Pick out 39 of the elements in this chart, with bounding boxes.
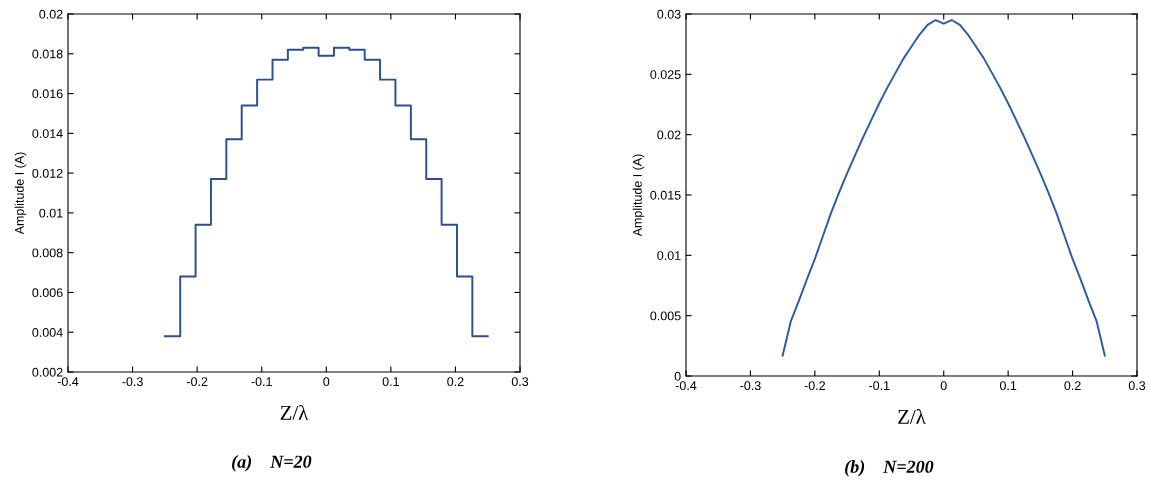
y-tick-label: 0.02 xyxy=(657,130,681,140)
x-tick-label: 0 xyxy=(323,377,330,387)
x-axis-title: Z/λ xyxy=(280,404,309,420)
y-tick-label: 0.008 xyxy=(32,248,63,258)
y-tick-label: 0.01 xyxy=(39,208,63,218)
y-tick-label: 0.004 xyxy=(32,328,63,337)
x-tick-label: -0.4 xyxy=(675,381,697,391)
y-tick-label: 0.012 xyxy=(32,168,63,178)
y-tick-label: 0.006 xyxy=(32,288,63,298)
y-tick-label: 0.002 xyxy=(32,367,63,377)
x-tick-label: 0.3 xyxy=(511,377,529,387)
x-tick-label: 0 xyxy=(940,381,947,391)
y-axis-title: Amplitude I (A) xyxy=(632,154,645,237)
x-tick-label: 0.1 xyxy=(999,381,1017,391)
line-series xyxy=(781,19,1106,357)
x-axis-title: Z/λ xyxy=(898,408,926,424)
x-tick-label: -0.4 xyxy=(57,377,79,387)
y-tick-label: 0.018 xyxy=(32,49,63,59)
y-tick-label: 0.015 xyxy=(650,190,681,200)
x-tick-label: 0.3 xyxy=(1128,381,1146,391)
x-tick-label: -0.2 xyxy=(186,377,208,387)
y-tick-label: 0.03 xyxy=(657,9,681,19)
x-tick-label: 0.1 xyxy=(382,377,399,387)
x-tick-label: 0.2 xyxy=(447,377,464,387)
y-tick-label: 0.014 xyxy=(32,129,63,138)
x-tick-label: 0.2 xyxy=(1064,381,1081,391)
text: (b) N=200 xyxy=(845,460,934,477)
text: (a) N=20 xyxy=(232,455,312,472)
x-tick-label: -0.1 xyxy=(251,377,272,387)
x-tick-label: -0.3 xyxy=(122,377,143,387)
y-tick-label: 0.005 xyxy=(650,311,681,321)
y-axis-title: Amplitude I (A) xyxy=(14,152,27,235)
x-tick-label: -0.3 xyxy=(740,381,761,391)
y-tick-label: 0.01 xyxy=(657,251,681,260)
y-tick-label: 0.025 xyxy=(650,70,681,79)
x-tick-label: -0.1 xyxy=(869,381,890,391)
y-tick-label: 0.016 xyxy=(32,89,63,99)
x-tick-label: -0.2 xyxy=(804,381,825,391)
y-tick-label: 0.02 xyxy=(39,9,63,19)
